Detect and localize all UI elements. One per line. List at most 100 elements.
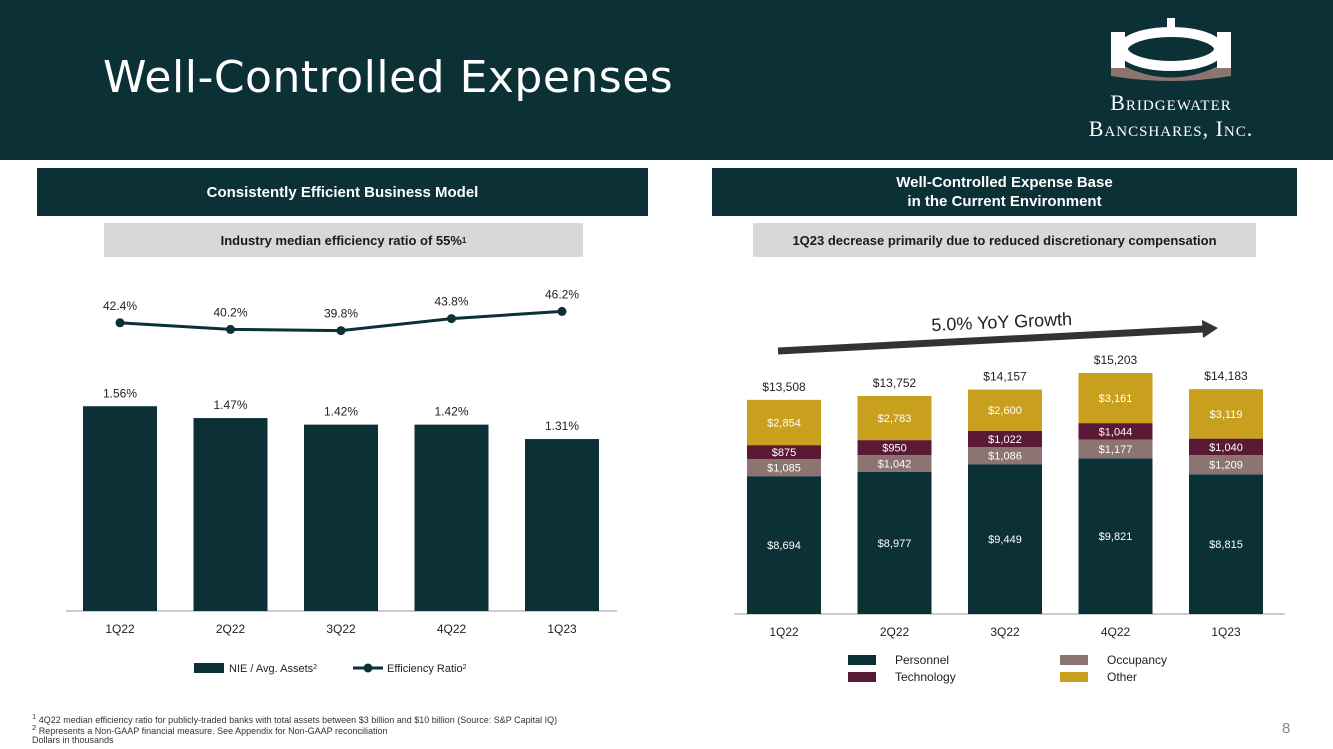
- legend-nie-swatch: [194, 663, 224, 673]
- legend-other-label: Other: [1107, 670, 1137, 684]
- logo-name-line1: Bridgewater: [1110, 90, 1232, 115]
- efficiency-label-1Q22: 42.4%: [103, 299, 137, 313]
- left-subbanner-sup: 1: [461, 235, 467, 245]
- bar-technology-1Q22: [747, 445, 821, 459]
- bar-personnel-1Q22: [747, 476, 821, 614]
- total-label-1Q22: $13,508: [762, 380, 806, 394]
- bar-label-4Q22: 1.42%: [434, 405, 468, 419]
- bar-label-technology-1Q23: $1,040: [1209, 442, 1243, 454]
- legend-efficiency-label: Efficiency Ratio2: [387, 663, 467, 675]
- right-subbanner: 1Q23 decrease primarily due to reduced d…: [753, 223, 1256, 257]
- bar-label-1Q23: 1.31%: [545, 419, 579, 433]
- efficiency-label-1Q23: 46.2%: [545, 287, 579, 301]
- efficiency-point-1Q23: [557, 306, 567, 316]
- bar-technology-4Q22: [1078, 423, 1153, 440]
- total-label-2Q22: $13,752: [873, 376, 917, 390]
- x-tick-1Q23: 1Q23: [1211, 625, 1241, 639]
- header-bar: [0, 0, 1333, 160]
- efficiency-point-2Q22: [226, 324, 235, 334]
- bar-label-technology-4Q22: $1,044: [1099, 426, 1133, 438]
- footnote-3: Dollars in thousands: [32, 735, 114, 745]
- bar-label-personnel-1Q22: $8,694: [767, 540, 801, 552]
- bar-other-1Q22: [747, 399, 821, 446]
- bar-nie-1Q22: [83, 406, 157, 611]
- bar-personnel-1Q23: [1189, 474, 1263, 614]
- bar-occupancy-4Q22: [1078, 439, 1153, 459]
- bar-label-1Q22: 1.56%: [103, 386, 137, 400]
- efficiency-label-2Q22: 40.2%: [213, 305, 247, 319]
- legend-efficiency-marker: [363, 663, 373, 673]
- efficiency-label-3Q22: 39.8%: [324, 307, 358, 321]
- x-tick-4Q22: 4Q22: [437, 622, 467, 636]
- footnote-2-sup: 2: [32, 723, 37, 732]
- bar-label-technology-2Q22: $950: [882, 443, 906, 455]
- footnote-2: 2 Represents a Non-GAAP financial measur…: [32, 723, 388, 736]
- legend-occupancy-swatch: [1060, 655, 1088, 665]
- bar-technology-2Q22: [857, 440, 932, 456]
- footnote-1-sup: 1: [32, 712, 37, 721]
- footnote-1-text: 4Q22 median efficiency ratio for publicl…: [38, 715, 558, 725]
- bar-label-personnel-4Q22: $9,821: [1099, 531, 1133, 543]
- legend-personnel-label: Personnel: [895, 653, 949, 667]
- bar-technology-3Q22: [968, 430, 1042, 447]
- legend-nie-sup: 2: [313, 664, 317, 671]
- total-label-3Q22: $14,157: [983, 370, 1027, 384]
- left-subbanner: Industry median efficiency ratio of 55% 1: [104, 223, 583, 257]
- footnote-2-text: Represents a Non-GAAP financial measure.…: [38, 726, 388, 736]
- legend-efficiency-sup: 2: [463, 664, 467, 671]
- footnote-1: 1 4Q22 median efficiency ratio for publi…: [32, 712, 557, 725]
- bar-other-1Q23: [1189, 389, 1263, 439]
- bar-personnel-3Q22: [968, 464, 1042, 614]
- legend-nie-label: NIE / Avg. Assets2: [229, 663, 317, 675]
- right-section-banner: Well-Controlled Expense Base in the Curr…: [712, 168, 1297, 216]
- bar-label-other-1Q23: $3,119: [1210, 409, 1243, 421]
- legend-technology-swatch: [848, 672, 876, 682]
- bar-other-3Q22: [968, 389, 1042, 431]
- bar-occupancy-3Q22: [968, 446, 1042, 465]
- bar-nie-4Q22: [414, 424, 489, 611]
- x-tick-1Q23: 1Q23: [547, 622, 577, 636]
- x-tick-4Q22: 4Q22: [1101, 625, 1131, 639]
- growth-label: 5.0% YoY Growth: [931, 309, 1073, 335]
- company-logo: Bridgewater Bancshares, Inc.: [1066, 14, 1286, 144]
- legend-technology-label: Technology: [895, 670, 956, 684]
- bar-label-technology-1Q22: $875: [772, 447, 796, 459]
- x-tick-1Q22: 1Q22: [769, 625, 799, 639]
- efficiency-chart: 1.56% 1Q22 1.47% 2Q22 1.42% 3Q22 1.42% 4Q22 1.31…: [66, 287, 617, 675]
- growth-arrow-head: [1202, 320, 1218, 338]
- bar-label-occupancy-1Q23: $1,209: [1209, 460, 1243, 472]
- page-title: Well-Controlled Expenses: [103, 52, 674, 103]
- bar-occupancy-1Q23: [1189, 455, 1263, 475]
- bar-label-personnel-1Q23: $8,815: [1209, 539, 1243, 551]
- bridge-logo-icon: [1111, 18, 1231, 81]
- bar-label-occupancy-3Q22: $1,086: [988, 451, 1022, 463]
- x-tick-3Q22: 3Q22: [990, 625, 1020, 639]
- left-section-banner: Consistently Efficient Business Model: [37, 168, 648, 216]
- bar-label-personnel-2Q22: $8,977: [878, 538, 912, 550]
- bar-label-other-4Q22: $3,161: [1099, 393, 1133, 405]
- bar-nie-3Q22: [304, 424, 378, 611]
- logo-name-line2: Bancshares, Inc.: [1088, 116, 1254, 141]
- bar-personnel-2Q22: [857, 471, 932, 614]
- legend-occupancy-label: Occupancy: [1107, 653, 1167, 667]
- efficiency-label-4Q22: 43.8%: [434, 295, 468, 309]
- bar-other-4Q22: [1078, 373, 1153, 424]
- total-label-1Q23: $14,183: [1204, 369, 1248, 383]
- efficiency-point-4Q22: [447, 314, 456, 324]
- bar-label-other-3Q22: $2,600: [988, 405, 1022, 417]
- bar-label-occupancy-1Q22: $1,085: [767, 463, 801, 475]
- page-number: 8: [1282, 720, 1291, 737]
- bar-label-other-1Q22: $2,854: [767, 417, 801, 429]
- right-banner-line2: in the Current Environment: [907, 193, 1102, 210]
- right-banner-line1: Well-Controlled Expense Base: [896, 174, 1113, 191]
- bar-other-2Q22: [857, 396, 932, 441]
- bar-personnel-4Q22: [1078, 458, 1153, 614]
- bar-nie-2Q22: [193, 418, 268, 611]
- efficiency-point-1Q22: [115, 318, 125, 328]
- bar-occupancy-1Q22: [747, 458, 821, 477]
- bar-label-other-2Q22: $2,783: [878, 413, 912, 425]
- bar-nie-1Q23: [525, 439, 599, 611]
- x-tick-2Q22: 2Q22: [216, 622, 246, 636]
- bar-label-technology-3Q22: $1,022: [988, 434, 1022, 446]
- bar-label-occupancy-2Q22: $1,042: [878, 458, 912, 470]
